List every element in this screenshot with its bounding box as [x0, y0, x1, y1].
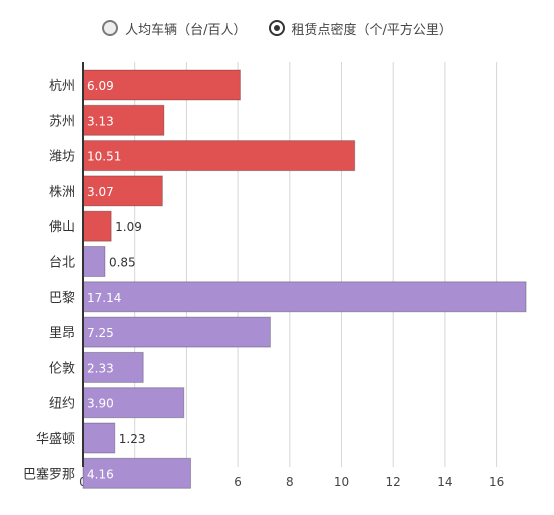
bar: [82, 210, 112, 242]
bar: [82, 422, 116, 454]
x-tick-label: 16: [489, 475, 504, 489]
bar: [82, 351, 144, 383]
x-tick-label: 12: [386, 475, 401, 489]
category-label: 巴塞罗那: [23, 466, 75, 482]
value-label: 4.16: [87, 467, 114, 481]
bar: [82, 281, 527, 313]
legend-label-vehicles: 人均车辆（台/百人）: [125, 22, 247, 38]
value-label: 1.23: [119, 432, 146, 446]
bar: [82, 457, 192, 489]
value-label: 17.14: [87, 291, 121, 305]
value-label: 3.90: [87, 397, 114, 411]
category-label: 里昂: [49, 326, 75, 341]
legend-item-density[interactable]: 租赁点密度（个/平方公里）: [268, 19, 452, 38]
category-label: 杭州: [49, 79, 75, 94]
category-label: 巴黎: [49, 291, 75, 306]
x-tick-label: 10: [334, 475, 349, 489]
bar: [82, 246, 106, 277]
x-tick-label: 14: [437, 475, 452, 489]
value-label: 3.07: [87, 185, 114, 199]
radio-unselected-icon[interactable]: [102, 20, 119, 36]
category-label: 纽约: [49, 397, 75, 412]
legend-label-density: 租赁点密度（个/平方公里）: [291, 22, 452, 38]
category-label: 伦敦: [49, 360, 75, 376]
category-label: 华盛顿: [36, 432, 75, 447]
x-tick-label: 6: [234, 475, 242, 489]
value-label: 7.25: [87, 326, 114, 340]
value-label: 3.13: [87, 114, 114, 128]
bar: [82, 140, 356, 172]
value-label: 0.85: [109, 256, 136, 270]
bar: [82, 387, 185, 419]
category-label: 台北: [49, 256, 75, 271]
radio-selected-icon[interactable]: [268, 20, 285, 36]
legend: 人均车辆（台/百人） 租赁点密度（个/平方公里）: [0, 14, 554, 42]
value-label: 2.33: [87, 361, 114, 375]
x-tick-label: 8: [286, 475, 294, 489]
category-label: 潍坊: [49, 150, 75, 165]
value-label: 6.09: [87, 79, 114, 93]
category-label: 株洲: [49, 185, 75, 200]
category-label: 佛山: [49, 220, 75, 235]
value-label: 10.51: [87, 150, 121, 164]
category-label: 苏州: [49, 113, 75, 129]
legend-item-vehicles[interactable]: 人均车辆（台/百人）: [102, 19, 247, 38]
value-label: 1.09: [115, 220, 142, 234]
